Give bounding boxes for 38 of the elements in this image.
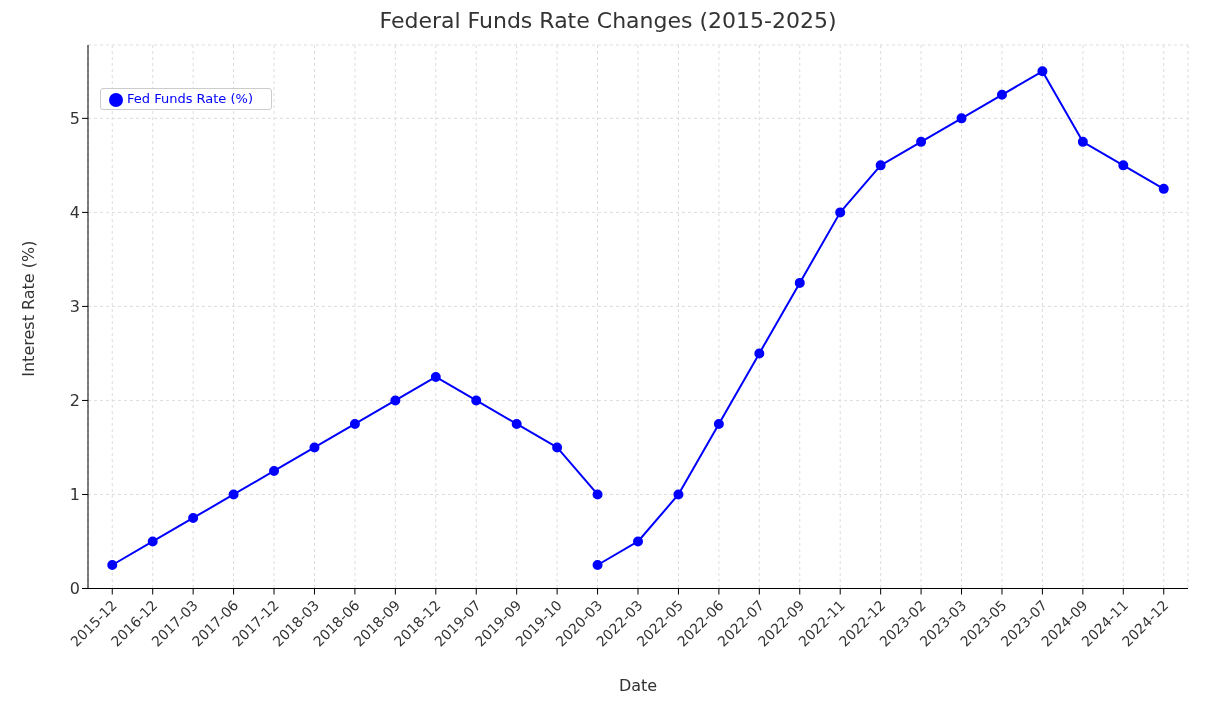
point bbox=[552, 442, 563, 453]
point bbox=[794, 277, 805, 288]
y-axis-title: Interest Rate (%) bbox=[18, 240, 38, 377]
point bbox=[956, 113, 967, 124]
y-tick-label: 0 bbox=[69, 579, 80, 599]
point bbox=[430, 371, 441, 382]
point bbox=[713, 418, 724, 429]
point bbox=[1158, 183, 1169, 194]
chart-title: Federal Funds Rate Changes (2015-2025) bbox=[378, 8, 838, 35]
point bbox=[511, 418, 522, 429]
legend-label: Fed Funds Rate (%) bbox=[127, 91, 253, 106]
point bbox=[147, 536, 158, 547]
point bbox=[592, 559, 603, 570]
point bbox=[633, 536, 643, 547]
point bbox=[1077, 136, 1088, 147]
y-tick-label: 3 bbox=[69, 297, 80, 317]
point bbox=[107, 559, 118, 570]
y-tick-label: 4 bbox=[69, 203, 80, 223]
point bbox=[673, 489, 684, 500]
y-tick-label: 1 bbox=[69, 485, 80, 505]
point bbox=[471, 395, 482, 406]
point bbox=[754, 348, 765, 359]
point bbox=[309, 442, 320, 453]
x-axis-title: Date bbox=[618, 675, 658, 695]
point bbox=[228, 489, 239, 500]
point bbox=[188, 512, 199, 523]
point bbox=[592, 489, 603, 500]
point bbox=[875, 160, 886, 171]
point bbox=[1037, 66, 1048, 77]
y-tick-label: 5 bbox=[69, 109, 80, 129]
point bbox=[269, 465, 280, 476]
point bbox=[835, 207, 846, 218]
point bbox=[349, 418, 360, 429]
y-tick-label: 2 bbox=[69, 391, 80, 411]
point bbox=[390, 395, 401, 406]
point bbox=[1118, 160, 1129, 171]
point bbox=[916, 136, 927, 147]
point bbox=[996, 89, 1007, 100]
